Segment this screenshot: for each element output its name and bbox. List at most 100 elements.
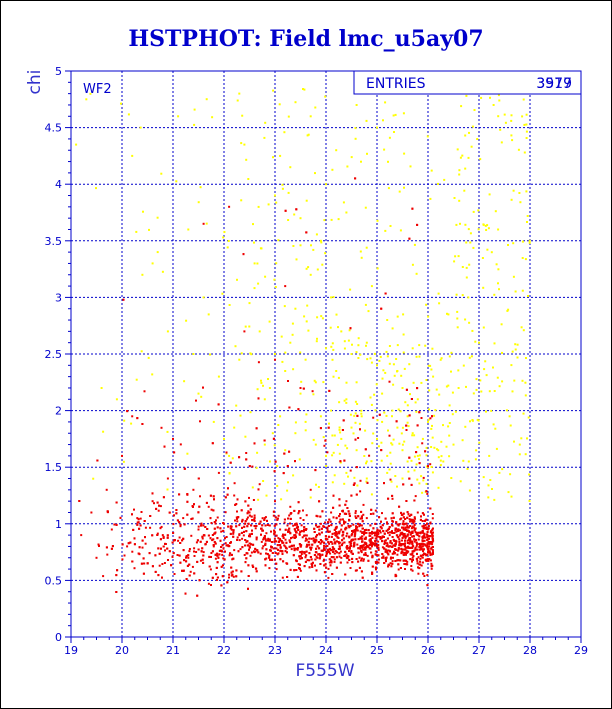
red-point (282, 533, 284, 536)
red-point (214, 557, 217, 560)
red-point (224, 542, 227, 545)
yellow-point (392, 363, 395, 366)
red-point (406, 529, 409, 532)
yellow-point (299, 351, 302, 354)
red-point (410, 531, 413, 534)
red-point (358, 525, 361, 528)
yellow-point (510, 364, 513, 367)
red-point (416, 387, 419, 390)
yellow-point (459, 222, 461, 225)
yellow-point (131, 154, 134, 157)
red-point (359, 428, 361, 431)
red-point (170, 564, 173, 567)
yellow-point (493, 342, 496, 345)
red-point (247, 504, 250, 507)
red-point (415, 532, 418, 535)
red-point (322, 548, 325, 551)
red-point (110, 528, 113, 531)
red-point (344, 573, 347, 576)
yellow-point (399, 410, 402, 413)
red-point (244, 500, 247, 503)
red-point (305, 545, 308, 548)
yellow-point (516, 343, 519, 346)
red-point (426, 534, 429, 537)
yellow-point (122, 460, 125, 463)
yellow-point (248, 302, 251, 305)
yellow-point (492, 423, 495, 426)
red-point (408, 537, 411, 540)
red-point (216, 554, 219, 557)
red-point (354, 510, 357, 513)
red-point (264, 516, 267, 519)
red-point (253, 525, 256, 527)
red-point (211, 534, 214, 536)
red-point (346, 555, 349, 557)
red-point (261, 547, 264, 550)
red-point (248, 496, 250, 499)
yellow-point (366, 358, 369, 361)
red-point (426, 584, 429, 587)
red-point (199, 420, 201, 423)
red-point (366, 481, 369, 484)
red-point (413, 520, 416, 522)
red-point (419, 547, 422, 549)
red-point (405, 424, 408, 427)
yellow-point (360, 160, 362, 163)
yellow-point (249, 411, 252, 414)
red-point (105, 546, 108, 549)
red-point (281, 576, 284, 579)
red-point (132, 528, 135, 531)
red-point (318, 525, 321, 528)
red-point (374, 531, 377, 534)
red-point (311, 390, 314, 393)
red-point (274, 552, 277, 554)
yellow-point (370, 493, 373, 496)
red-point (378, 529, 381, 532)
red-point (338, 545, 341, 548)
red-point (412, 555, 415, 558)
yellow-point (385, 350, 388, 353)
red-point (209, 494, 212, 497)
red-point (368, 543, 371, 546)
red-point (400, 552, 403, 555)
yellow-point (354, 412, 357, 415)
yellow-point (464, 167, 467, 170)
red-point (245, 557, 248, 560)
red-point (383, 540, 386, 543)
red-point (276, 553, 279, 556)
red-point (287, 380, 289, 382)
yellow-point (407, 425, 410, 428)
red-point (247, 510, 250, 513)
red-point (297, 501, 300, 504)
red-point (421, 531, 424, 534)
yellow-point (299, 392, 302, 395)
red-point (224, 511, 227, 514)
red-point (173, 451, 176, 454)
red-point (295, 522, 298, 525)
red-point (126, 545, 129, 548)
red-point (409, 520, 412, 523)
red-point (224, 537, 226, 540)
red-point (143, 562, 146, 565)
yellow-point (274, 286, 277, 288)
red-point (380, 527, 383, 530)
red-point (276, 544, 279, 547)
yellow-point (448, 455, 451, 458)
red-point (246, 552, 249, 555)
red-point (185, 578, 188, 580)
yellow-point (277, 424, 280, 426)
red-point (227, 525, 230, 528)
yellow-point (433, 446, 436, 449)
red-point (288, 450, 291, 453)
red-point (207, 582, 210, 585)
yellow-point (197, 201, 200, 204)
red-point (232, 531, 235, 534)
yellow-point (331, 434, 334, 437)
red-point (362, 513, 365, 516)
red-point (250, 543, 253, 546)
red-point (183, 467, 186, 470)
red-point (299, 545, 302, 548)
red-point (131, 513, 133, 516)
red-point (411, 525, 414, 528)
red-point (210, 522, 213, 524)
